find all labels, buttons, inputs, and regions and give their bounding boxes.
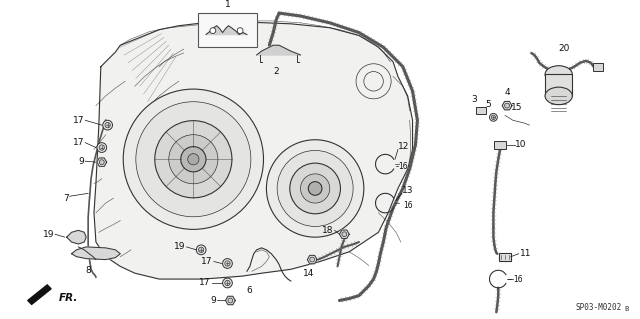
Circle shape — [504, 103, 509, 108]
Text: 13: 13 — [402, 186, 413, 195]
Text: 16: 16 — [398, 161, 408, 171]
Circle shape — [290, 163, 340, 214]
Circle shape — [237, 28, 243, 33]
Text: 5: 5 — [486, 100, 492, 108]
Text: 19: 19 — [42, 230, 54, 239]
Bar — [494, 141, 506, 149]
Circle shape — [180, 147, 206, 172]
Text: 9: 9 — [79, 157, 84, 166]
Circle shape — [228, 298, 233, 303]
Circle shape — [223, 278, 232, 288]
Circle shape — [155, 121, 232, 198]
Ellipse shape — [545, 66, 572, 83]
Circle shape — [97, 143, 107, 152]
Text: 10: 10 — [515, 140, 526, 149]
Circle shape — [99, 160, 104, 165]
Circle shape — [198, 247, 204, 253]
Text: 11: 11 — [520, 249, 531, 258]
Text: 17: 17 — [200, 278, 211, 287]
Text: 12: 12 — [398, 142, 410, 151]
Bar — [593, 63, 602, 70]
Circle shape — [196, 245, 206, 255]
Circle shape — [310, 257, 315, 262]
Circle shape — [103, 120, 113, 130]
Circle shape — [223, 259, 232, 268]
Polygon shape — [225, 296, 236, 305]
Text: SP03-M0202: SP03-M0202 — [576, 303, 622, 312]
Text: 17: 17 — [73, 138, 84, 147]
Polygon shape — [502, 101, 512, 110]
Text: 8: 8 — [85, 266, 91, 275]
Circle shape — [277, 151, 353, 226]
Text: 14: 14 — [303, 269, 314, 278]
Polygon shape — [97, 158, 107, 167]
Text: 17: 17 — [202, 257, 213, 266]
Text: 6: 6 — [246, 286, 252, 295]
Circle shape — [210, 28, 216, 33]
Text: 18: 18 — [322, 226, 333, 235]
Text: 20: 20 — [558, 44, 569, 53]
Text: 4: 4 — [504, 88, 510, 97]
Circle shape — [342, 232, 347, 237]
Polygon shape — [307, 255, 317, 264]
Circle shape — [490, 114, 497, 121]
Circle shape — [308, 182, 322, 195]
Text: 7: 7 — [63, 194, 68, 203]
Text: B: B — [624, 306, 628, 312]
Polygon shape — [339, 230, 349, 239]
Circle shape — [99, 145, 104, 150]
Circle shape — [188, 154, 199, 165]
Circle shape — [136, 102, 251, 217]
Circle shape — [225, 280, 230, 286]
Text: 3: 3 — [471, 95, 477, 104]
Circle shape — [266, 140, 364, 237]
Bar — [499, 253, 511, 261]
Text: 19: 19 — [174, 242, 186, 251]
Text: FR.: FR. — [59, 293, 78, 302]
Text: 15: 15 — [511, 103, 522, 113]
Text: 2: 2 — [273, 67, 279, 76]
Bar — [476, 107, 486, 114]
Text: 17: 17 — [73, 116, 84, 125]
Polygon shape — [67, 230, 86, 244]
Text: 16: 16 — [403, 201, 412, 210]
Polygon shape — [28, 285, 51, 304]
Circle shape — [169, 135, 218, 184]
Text: 16: 16 — [513, 275, 522, 284]
Circle shape — [301, 174, 330, 203]
Circle shape — [124, 89, 264, 229]
Polygon shape — [94, 22, 413, 279]
Polygon shape — [72, 247, 120, 260]
Circle shape — [105, 122, 110, 128]
Text: 1: 1 — [225, 0, 230, 9]
Text: 9: 9 — [210, 296, 216, 305]
Polygon shape — [257, 45, 301, 55]
Polygon shape — [206, 26, 247, 34]
Ellipse shape — [545, 87, 572, 105]
Bar — [545, 74, 572, 96]
Circle shape — [225, 261, 230, 266]
Circle shape — [492, 115, 495, 120]
Bar — [198, 13, 257, 47]
